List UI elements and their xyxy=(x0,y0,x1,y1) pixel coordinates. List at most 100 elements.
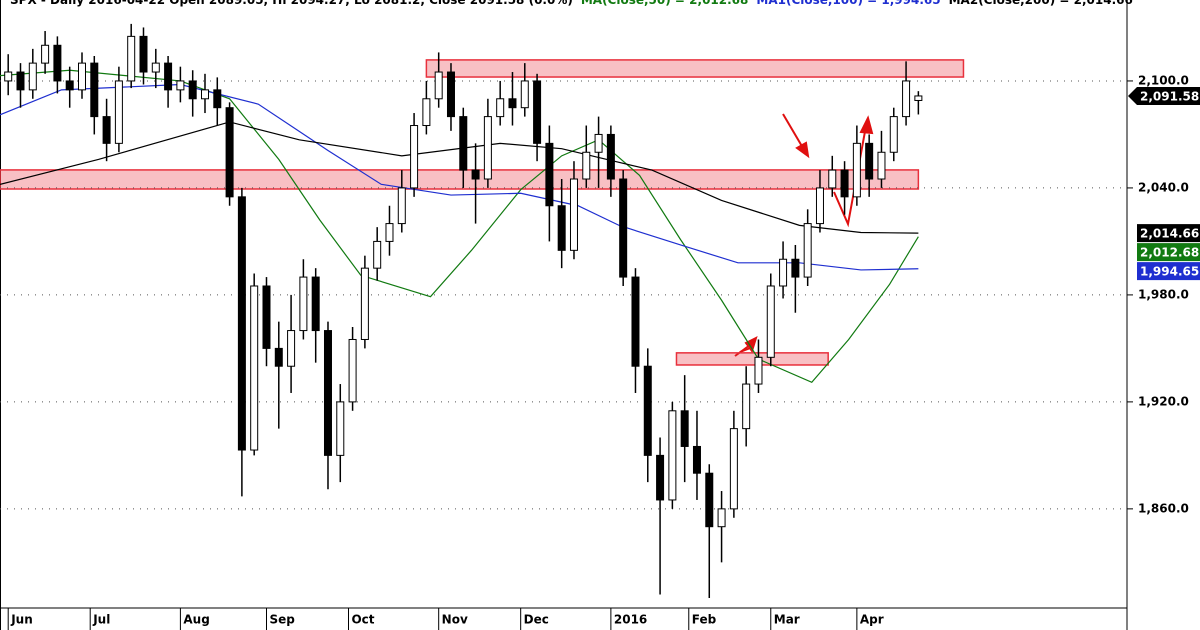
candle-body xyxy=(815,187,824,225)
candle-body xyxy=(336,401,345,456)
x-tick-label: Sep xyxy=(269,613,295,627)
candle-body xyxy=(483,116,492,180)
candle-body xyxy=(471,169,480,180)
header: SPX - Daily 2016-04-22 Open 2089.05, Hi … xyxy=(10,0,1133,7)
candle-body xyxy=(803,223,812,278)
y-tick-label: 1,860.0 xyxy=(1138,501,1189,515)
ma-tag-label: 1,994.65 xyxy=(1140,265,1199,279)
candle-body xyxy=(176,80,185,91)
candle-body xyxy=(865,142,874,180)
zone xyxy=(425,59,965,78)
candle-body xyxy=(28,62,37,91)
chart-title: SPX - Daily 2016-04-22 Open 2089.05, Hi … xyxy=(10,0,573,7)
candle-body xyxy=(225,107,234,198)
candle-body xyxy=(852,142,861,198)
candle-body xyxy=(53,44,62,82)
candle-body xyxy=(766,285,775,358)
candle-body xyxy=(459,116,468,171)
ma-line xyxy=(0,69,919,383)
candle-body xyxy=(569,178,578,251)
candle-body xyxy=(262,285,271,349)
y-tick-label: 2,100.0 xyxy=(1138,73,1189,87)
candle-body xyxy=(631,276,640,367)
legend-entry: MA2(Close,200) = 2,014.66 xyxy=(949,0,1133,7)
candle-body xyxy=(545,142,554,207)
price-tag xyxy=(1128,86,1200,105)
legend-entry: MA1(Close,100) = 1,994.65 xyxy=(756,0,940,7)
candle-body xyxy=(127,35,136,82)
candle-body xyxy=(742,383,751,430)
candle-body xyxy=(237,196,246,451)
candle-body xyxy=(680,410,689,447)
candle-body xyxy=(729,428,738,510)
ma-tag xyxy=(1137,224,1200,243)
x-tick-label: Mar xyxy=(774,613,800,627)
candle-body xyxy=(311,276,320,332)
candle-body xyxy=(90,62,99,118)
ma-tag xyxy=(1137,243,1200,262)
candle-body xyxy=(323,330,332,456)
candle-body xyxy=(877,151,886,180)
zone xyxy=(675,352,829,366)
price-tag-label: 2,091.58 xyxy=(1140,89,1199,103)
x-tick-label: Oct xyxy=(351,613,374,627)
candle-body xyxy=(668,410,677,501)
ma-tag-label: 2,012.68 xyxy=(1140,246,1199,260)
candle-body xyxy=(422,98,431,127)
candle-body xyxy=(533,80,542,144)
x-tick-label: 2016 xyxy=(614,613,647,627)
x-tick-label: Jul xyxy=(92,613,110,627)
candle-body xyxy=(828,169,837,189)
candle-body xyxy=(410,125,419,189)
x-tick-label: Apr xyxy=(860,613,884,627)
candle-body xyxy=(840,169,849,198)
candle-body xyxy=(434,71,443,100)
arrow xyxy=(782,113,804,149)
arrow-head xyxy=(795,141,810,159)
candle-body xyxy=(557,205,566,251)
ma-tag xyxy=(1137,262,1200,281)
arrow-head xyxy=(859,115,874,135)
candle-body xyxy=(16,71,25,91)
candle-body xyxy=(373,240,382,269)
candle-body xyxy=(299,276,308,332)
candle-body xyxy=(188,80,197,100)
candle-body xyxy=(446,71,455,118)
x-tick-label: Aug xyxy=(183,613,209,627)
candle-body xyxy=(213,89,222,109)
candle-body xyxy=(520,80,529,109)
candle-body xyxy=(348,338,357,403)
candle-body xyxy=(902,80,911,118)
candle-body xyxy=(41,44,50,64)
candle-body xyxy=(114,80,123,144)
candle-body xyxy=(914,95,923,101)
x-tick-label: Dec xyxy=(524,613,549,627)
candle-body xyxy=(619,178,628,278)
candle-body xyxy=(77,62,86,91)
candle-body xyxy=(250,285,259,451)
x-tick-label: Nov xyxy=(442,613,468,627)
y-tick-label: 1,920.0 xyxy=(1138,394,1189,408)
candle-body xyxy=(360,267,369,340)
candle-body xyxy=(102,116,111,144)
candle-body xyxy=(889,116,898,153)
candle-body xyxy=(397,187,406,225)
arrow-head xyxy=(744,336,758,354)
candle-body xyxy=(656,454,665,501)
y-tick-label: 2,040.0 xyxy=(1138,180,1189,194)
candle-body xyxy=(791,258,800,278)
header-text: SPX - Daily 2016-04-22 Open 2089.05, Hi … xyxy=(10,0,1133,7)
candle-body xyxy=(287,330,296,367)
candle-body xyxy=(4,71,13,82)
ma-tag-label: 2,014.66 xyxy=(1140,227,1199,241)
candle-body xyxy=(717,508,726,528)
zone xyxy=(0,169,920,190)
candle-body xyxy=(508,98,517,109)
candle-body xyxy=(139,35,148,73)
candle-body xyxy=(385,223,394,242)
candle-body xyxy=(151,62,160,73)
candle-body xyxy=(643,365,652,456)
candle-body xyxy=(200,89,209,100)
